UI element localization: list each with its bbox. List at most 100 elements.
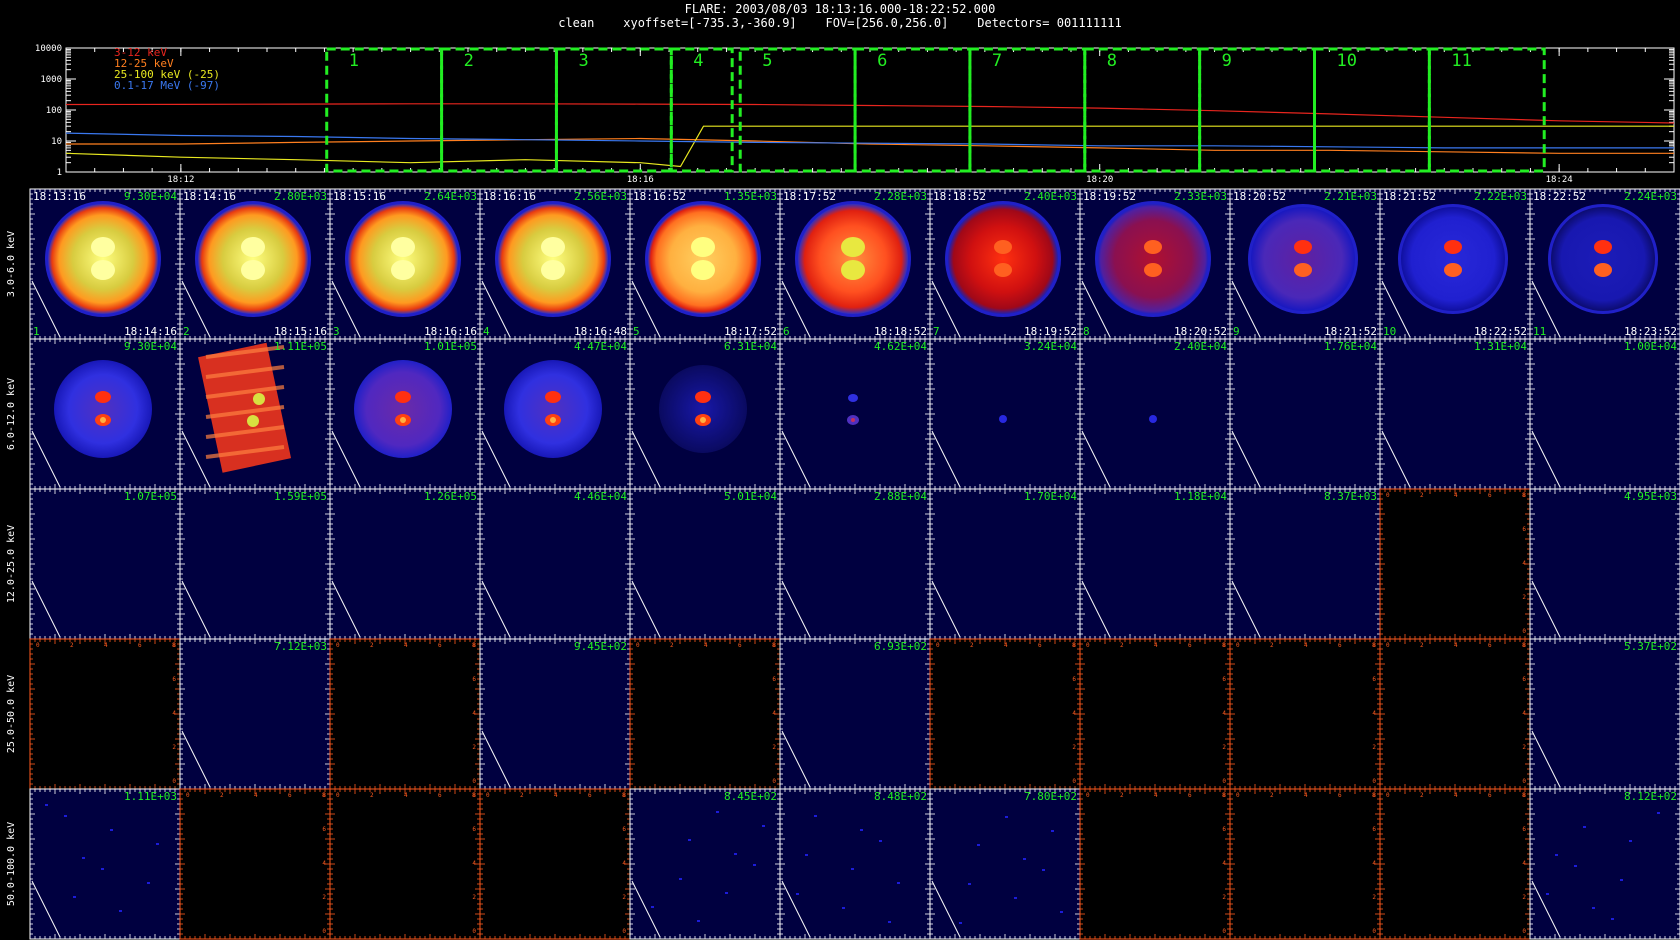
source-core	[994, 263, 1012, 277]
source-core	[1444, 240, 1462, 254]
image-cell: 4.47E+04	[479, 338, 631, 490]
source-disk	[1551, 207, 1655, 311]
interval-index: 1	[33, 325, 40, 338]
orientation-line	[631, 430, 661, 488]
orientation-line	[1381, 280, 1411, 338]
axis-tick-label: 6	[738, 642, 742, 649]
axis-tick-label: 2	[1420, 492, 1424, 499]
interval-index: 4	[483, 325, 490, 338]
cell-background	[780, 639, 930, 789]
peak-value: 1.35E+03	[724, 190, 777, 203]
start-time: 18:14:16	[183, 190, 236, 203]
series-line-2	[65, 125, 1674, 168]
image-cell: 8.37E+03	[1229, 488, 1381, 640]
peak-value: 9.45E+02	[574, 640, 627, 653]
peak-value: 1.11E+05	[274, 340, 327, 353]
peak-value: 1.07E+05	[124, 490, 177, 503]
orientation-line	[181, 580, 211, 638]
image-cell: 1.76E+04	[1229, 338, 1381, 490]
image-cell: 2.21E+03 18:20:52 18:21:52 9	[1229, 188, 1381, 340]
orientation-line	[481, 430, 511, 488]
peak-value: 9.30E+04	[124, 340, 177, 353]
source-core	[545, 391, 561, 403]
interval-index: 11	[1533, 325, 1546, 338]
end-time: 18:22:52	[1474, 325, 1527, 338]
interval-index: 3	[333, 325, 340, 338]
source-disk	[1251, 207, 1355, 311]
image-cell: 1.26E+05	[329, 488, 481, 640]
source-disk	[798, 204, 908, 314]
axis-tick-label: 6	[438, 642, 442, 649]
source-core	[241, 237, 265, 257]
orientation-line	[781, 580, 811, 638]
interval-box	[440, 47, 558, 173]
image-cell: 6.93E+02	[779, 638, 931, 790]
legend-entry: 3-12 keV	[114, 46, 167, 59]
axis-tick-label: 0	[636, 642, 640, 649]
orientation-line	[1081, 280, 1111, 338]
orientation-line	[481, 730, 511, 788]
axis-tick-label: 2	[172, 744, 176, 751]
image-cell: 1.70E+04	[929, 488, 1081, 640]
axis-tick-label: 4	[704, 642, 708, 649]
source-core	[851, 418, 855, 422]
peak-value: 8.37E+03	[1324, 490, 1377, 503]
end-time: 18:20:52	[1174, 325, 1227, 338]
axis-tick-label: 4	[1454, 492, 1458, 499]
peak-value: 1.31E+04	[1474, 340, 1527, 353]
axis-tick-label: 8	[172, 642, 176, 649]
start-time: 18:20:52	[1233, 190, 1286, 203]
end-time: 18:14:16	[124, 325, 177, 338]
y-tick-label: 1000	[40, 75, 62, 85]
axis-tick-label: 6	[472, 676, 476, 683]
interval-box	[853, 47, 972, 173]
streak	[205, 345, 285, 359]
peak-value: 2.40E+04	[1174, 340, 1227, 353]
flare-title: FLARE: 2003/08/03 18:13:16.000-18:22:52.…	[684, 2, 996, 16]
orientation-line	[781, 430, 811, 488]
peak-value: 2.64E+03	[424, 190, 477, 203]
orientation-line	[331, 280, 361, 338]
series-line-0	[65, 103, 1675, 124]
source-core	[253, 393, 265, 405]
source-core	[395, 391, 411, 403]
end-time: 18:15:16	[274, 325, 327, 338]
image-cell: 9.30E+04	[29, 338, 181, 490]
streak	[205, 425, 285, 439]
interval-index: 9	[1233, 325, 1240, 338]
interval-label: 5	[762, 51, 772, 71]
image-cell: 1.18E+04	[1079, 488, 1231, 640]
source-disk	[48, 204, 158, 314]
interval-box	[1198, 47, 1316, 173]
source-core	[841, 237, 865, 257]
peak-value: 1.76E+04	[1324, 340, 1377, 353]
source-disk	[659, 365, 747, 453]
streak	[205, 445, 285, 459]
peak-value: 3.24E+04	[1024, 340, 1077, 353]
interval-index: 2	[183, 325, 190, 338]
orientation-line	[481, 280, 511, 338]
axis-tick-label: 8	[472, 642, 476, 649]
axis-tick-label: 2	[1522, 594, 1526, 601]
source-core	[400, 417, 406, 423]
image-cell: 1.31E+04	[1379, 338, 1531, 490]
image-cell: 1.00E+04	[1529, 338, 1680, 490]
axis-tick-label: 8	[172, 642, 176, 649]
source-disk	[348, 204, 458, 314]
source-core	[999, 415, 1007, 423]
orientation-line	[931, 430, 961, 488]
orientation-line	[31, 430, 61, 488]
axis-tick-label: 2	[370, 642, 374, 649]
interval-box	[738, 47, 857, 173]
peak-value: 4.46E+04	[574, 490, 627, 503]
interval-label: 4	[693, 51, 703, 71]
axis-tick-label: 4	[1522, 560, 1526, 567]
source-core	[841, 260, 865, 280]
image-cell: 1.35E+03 18:16:52 18:17:52 5	[629, 188, 781, 340]
axis-tick-label: 4	[472, 710, 476, 717]
image-cell: 4.95E+03	[1529, 488, 1680, 640]
orientation-line	[331, 580, 361, 638]
source-core	[241, 260, 265, 280]
